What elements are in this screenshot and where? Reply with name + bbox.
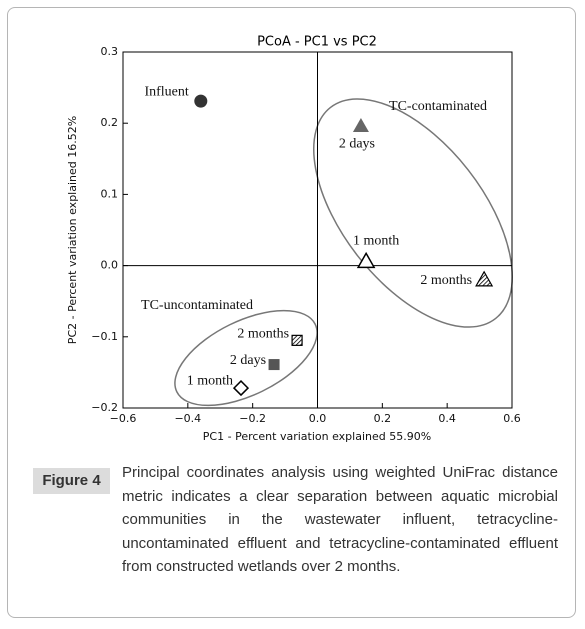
- point-label: Influent: [144, 84, 188, 99]
- point: [194, 94, 208, 108]
- x-tick-label: 0.2: [374, 412, 392, 425]
- chart-title: PCoA - PC1 vs PC2: [257, 35, 377, 50]
- figure-label: Figure 4: [33, 468, 110, 494]
- x-tick-label: 0.4: [438, 412, 456, 425]
- x-tick-label: −0.4: [174, 412, 201, 425]
- point-label: 1 month: [187, 373, 233, 388]
- y-tick-label: 0.1: [101, 187, 119, 200]
- chart: PCoA - PC1 vs PC2 PC1 - Percent variatio…: [66, 35, 521, 444]
- point: [356, 251, 376, 269]
- y-tick-label: 0.2: [101, 116, 119, 129]
- caption: Principal coordinates analysis using wei…: [122, 464, 558, 575]
- point-label: 2 months: [237, 327, 289, 342]
- y-tick-label: −0.2: [91, 401, 118, 414]
- point-label: 2 days: [339, 136, 375, 151]
- point-label: 1 month: [353, 234, 399, 249]
- x-tick-label: 0.0: [309, 412, 327, 425]
- group-label: TC-contaminated: [389, 99, 487, 114]
- point-label: 2 months: [420, 273, 472, 288]
- x-tick-label: 0.6: [503, 412, 521, 425]
- x-tick-label: −0.6: [110, 412, 137, 425]
- figure-frame: [7, 7, 576, 618]
- point: [232, 380, 250, 397]
- y-axis-label: PC2 - Percent variation explained 16.52%: [66, 116, 79, 344]
- group-ellipse: [174, 309, 318, 407]
- y-tick-label: −0.1: [91, 330, 118, 343]
- point: [475, 270, 494, 287]
- y-tick-label: 0.3: [101, 45, 119, 58]
- point: [352, 118, 369, 133]
- group-ellipse: [313, 98, 513, 328]
- x-axis-label: PC1 - Percent variation explained 55.90%: [203, 430, 431, 443]
- x-tick-label: −0.2: [239, 412, 266, 425]
- point: [291, 334, 303, 346]
- point-label: 2 days: [230, 353, 266, 368]
- point: [268, 359, 280, 371]
- y-tick-label: 0.0: [101, 259, 119, 272]
- group-label: TC-uncontaminated: [141, 298, 253, 313]
